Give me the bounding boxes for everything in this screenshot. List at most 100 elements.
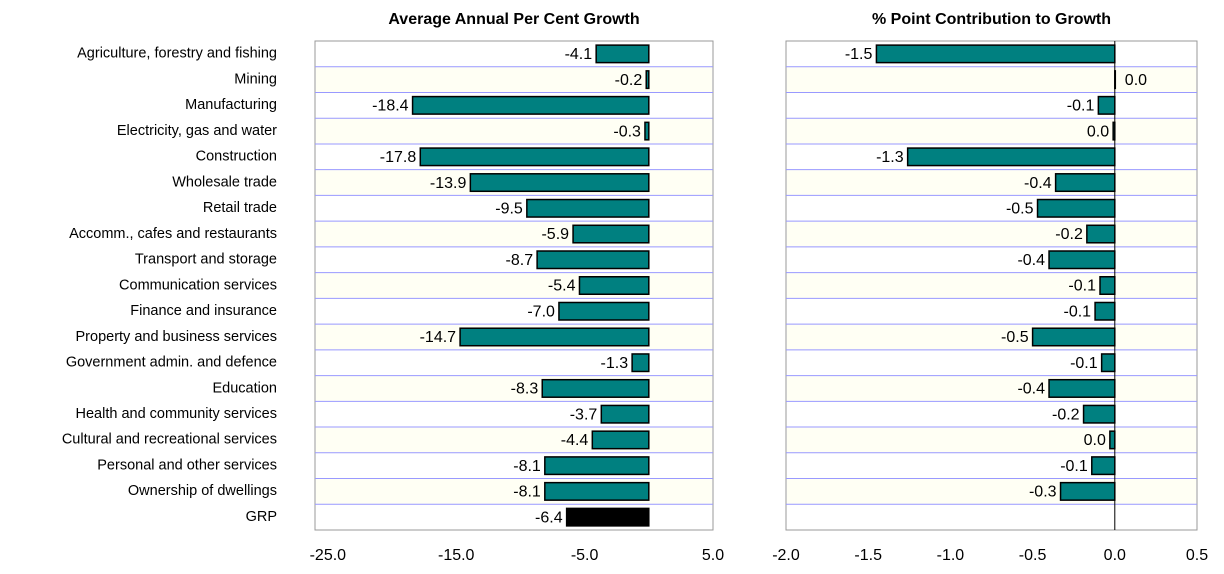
value-label: -5.9 (541, 226, 569, 243)
bar (565, 507, 650, 527)
bar (1059, 481, 1116, 501)
x-tick-label: 0.0 (1104, 547, 1126, 564)
x-tick-label: -0.5 (1019, 547, 1047, 564)
value-label: -0.2 (1055, 226, 1083, 243)
x-tick-label: -25.0 (310, 547, 347, 564)
category-label: Construction (196, 149, 277, 165)
x-tick-label: -15.0 (438, 547, 475, 564)
x-tick-label: -1.5 (854, 547, 882, 564)
bar (1048, 250, 1116, 270)
bar (526, 198, 650, 218)
value-label: -6.4 (535, 509, 563, 526)
bar (1054, 173, 1116, 193)
row-band (316, 221, 712, 247)
row-band (787, 324, 1196, 350)
bar (1036, 198, 1116, 218)
bar (631, 353, 650, 373)
category-label: Cultural and recreational services (62, 432, 277, 448)
category-label: Agriculture, forestry and fishing (77, 46, 277, 62)
value-label: -3.7 (570, 406, 598, 423)
bar (558, 301, 650, 321)
category-label: Electricity, gas and water (117, 123, 277, 139)
bar (536, 250, 650, 270)
bar (1112, 121, 1116, 141)
row-band (316, 272, 712, 299)
row-band (787, 478, 1196, 505)
bar (578, 275, 650, 296)
bar (1082, 404, 1116, 424)
value-label: -0.3 (1029, 484, 1057, 501)
bar (544, 481, 650, 501)
bar (1097, 95, 1116, 115)
x-tick-label: -2.0 (772, 547, 800, 564)
bar (1031, 327, 1116, 347)
panel-title: % Point Contribution to Growth (872, 11, 1111, 28)
row-band (787, 221, 1196, 247)
bar (1099, 275, 1116, 296)
value-label: -1.5 (845, 46, 873, 63)
value-label: -9.5 (495, 201, 523, 218)
bar (572, 224, 650, 244)
value-label: 0.0 (1125, 72, 1147, 89)
bar (1094, 301, 1116, 321)
category-label: Health and community services (76, 406, 277, 422)
x-tick-label: 0.5 (1186, 547, 1208, 564)
value-label: -0.4 (1017, 252, 1045, 269)
bar (645, 70, 650, 90)
category-label: Manufacturing (185, 97, 277, 113)
bar (906, 147, 1116, 167)
value-label: -1.3 (601, 355, 629, 372)
value-label: -18.4 (372, 98, 409, 115)
value-label: -0.1 (1067, 98, 1095, 115)
value-label: -14.7 (420, 329, 457, 346)
value-label: -0.1 (1070, 355, 1098, 372)
value-label: -5.4 (548, 278, 576, 295)
category-label: Property and business services (76, 329, 278, 345)
panel-title: Average Annual Per Cent Growth (388, 11, 639, 28)
bar (1086, 224, 1116, 244)
category-label: GRP (246, 509, 277, 525)
value-label: -0.1 (1060, 458, 1088, 475)
row-band (787, 169, 1196, 196)
bar (469, 173, 650, 193)
value-label: -17.8 (380, 149, 417, 166)
value-label: -8.1 (513, 484, 541, 501)
value-label: -13.9 (430, 175, 467, 192)
value-label: -0.5 (1001, 329, 1029, 346)
category-label: Transport and storage (135, 252, 277, 268)
category-label: Mining (234, 71, 277, 87)
bar (1048, 378, 1116, 398)
row-band (787, 375, 1196, 402)
value-label: -0.4 (1024, 175, 1052, 192)
value-label: -0.5 (1006, 201, 1034, 218)
row-band (316, 118, 712, 144)
category-label: Wholesale trade (172, 174, 277, 190)
value-label: -0.3 (613, 123, 641, 140)
bar (1109, 430, 1116, 450)
row-band (787, 118, 1196, 144)
value-label: -7.0 (527, 303, 555, 320)
bar (644, 121, 650, 141)
bar (1114, 70, 1117, 90)
bar (411, 95, 650, 115)
bar (459, 327, 650, 347)
category-label: Accomm., cafes and restaurants (69, 226, 277, 242)
row-band (316, 66, 712, 93)
value-label: -0.2 (615, 72, 643, 89)
value-label: -4.4 (561, 432, 589, 449)
category-label: Communication services (119, 277, 277, 293)
category-label: Finance and insurance (130, 303, 277, 319)
value-label: -4.1 (565, 46, 593, 63)
category-label: Education (213, 380, 278, 396)
bar (1100, 353, 1116, 373)
row-band (787, 272, 1196, 299)
x-tick-label: -1.0 (937, 547, 965, 564)
bar (595, 44, 650, 64)
bar (1091, 456, 1116, 476)
category-label: Government admin. and defence (66, 355, 277, 371)
row-band (316, 427, 712, 453)
value-label: -0.1 (1063, 303, 1091, 320)
x-tick-label: 5.0 (702, 547, 724, 564)
value-label: 0.0 (1084, 432, 1106, 449)
